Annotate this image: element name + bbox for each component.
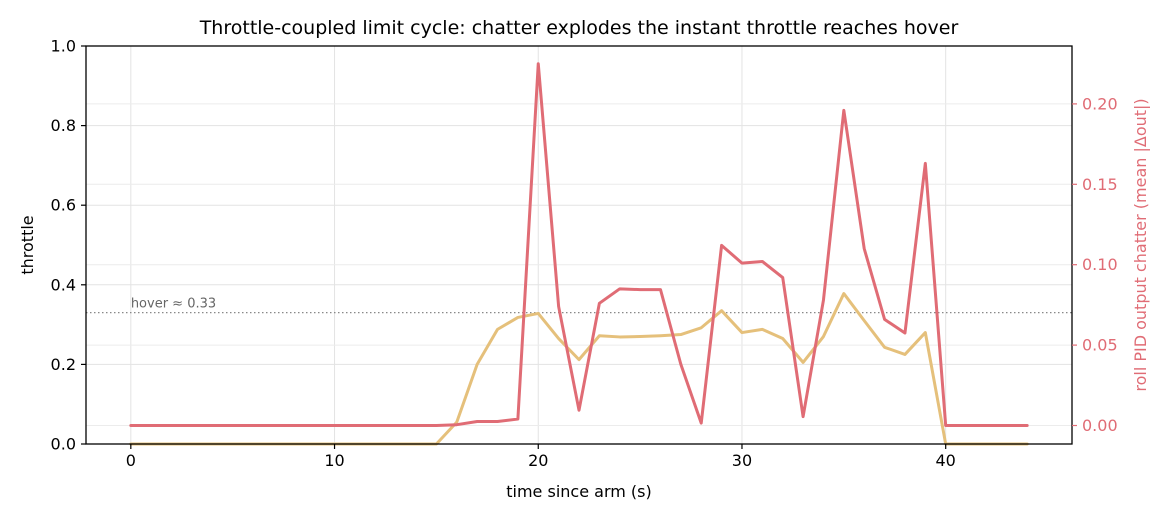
y-tick-label-left: 0.0 (51, 435, 76, 454)
chatter-series-line (129, 62, 1029, 428)
plot-frame (85, 45, 1073, 445)
x-axis-ticks: 0 10 20 30 40 (126, 444, 956, 470)
throttle-series-line (129, 292, 1029, 446)
y-tick-label-right: 0.05 (1082, 336, 1118, 355)
x-tick-label: 30 (732, 451, 752, 470)
y-axis-label-right: roll PID output chatter (mean |Δout|) (1131, 98, 1150, 391)
y-tick-label-left: 1.0 (51, 37, 76, 56)
y-tick-label-right: 0.00 (1082, 416, 1118, 435)
series-layer (129, 62, 1029, 446)
annotation-layer: hover ≈ 0.33 (86, 297, 1072, 314)
x-axis-label: time since arm (s) (506, 482, 651, 501)
y-tick-label-left: 0.8 (51, 116, 76, 135)
y-axis-right-ticks: 0.00 0.05 0.10 0.15 0.20 (1072, 94, 1118, 435)
y-axis-left-ticks: 0.0 0.2 0.4 0.6 0.8 1.0 (51, 37, 86, 454)
x-tick-label: 40 (936, 451, 956, 470)
y-tick-label-right: 0.10 (1082, 255, 1118, 274)
x-tick-label: 0 (126, 451, 136, 470)
hover-reference-label: hover ≈ 0.33 (131, 297, 216, 312)
y-axis-label-left: throttle (18, 215, 37, 274)
chart-title: Throttle-coupled limit cycle: chatter ex… (199, 17, 959, 39)
y-tick-label-left: 0.2 (51, 355, 76, 374)
y-tick-label-left: 0.4 (51, 275, 76, 294)
y-tick-label-left: 0.6 (51, 196, 76, 215)
y-tick-label-right: 0.15 (1082, 175, 1118, 194)
y-tick-label-right: 0.20 (1082, 94, 1118, 113)
grid-layer (86, 45, 1072, 445)
x-tick-label: 10 (324, 451, 344, 470)
x-tick-label: 20 (528, 451, 548, 470)
